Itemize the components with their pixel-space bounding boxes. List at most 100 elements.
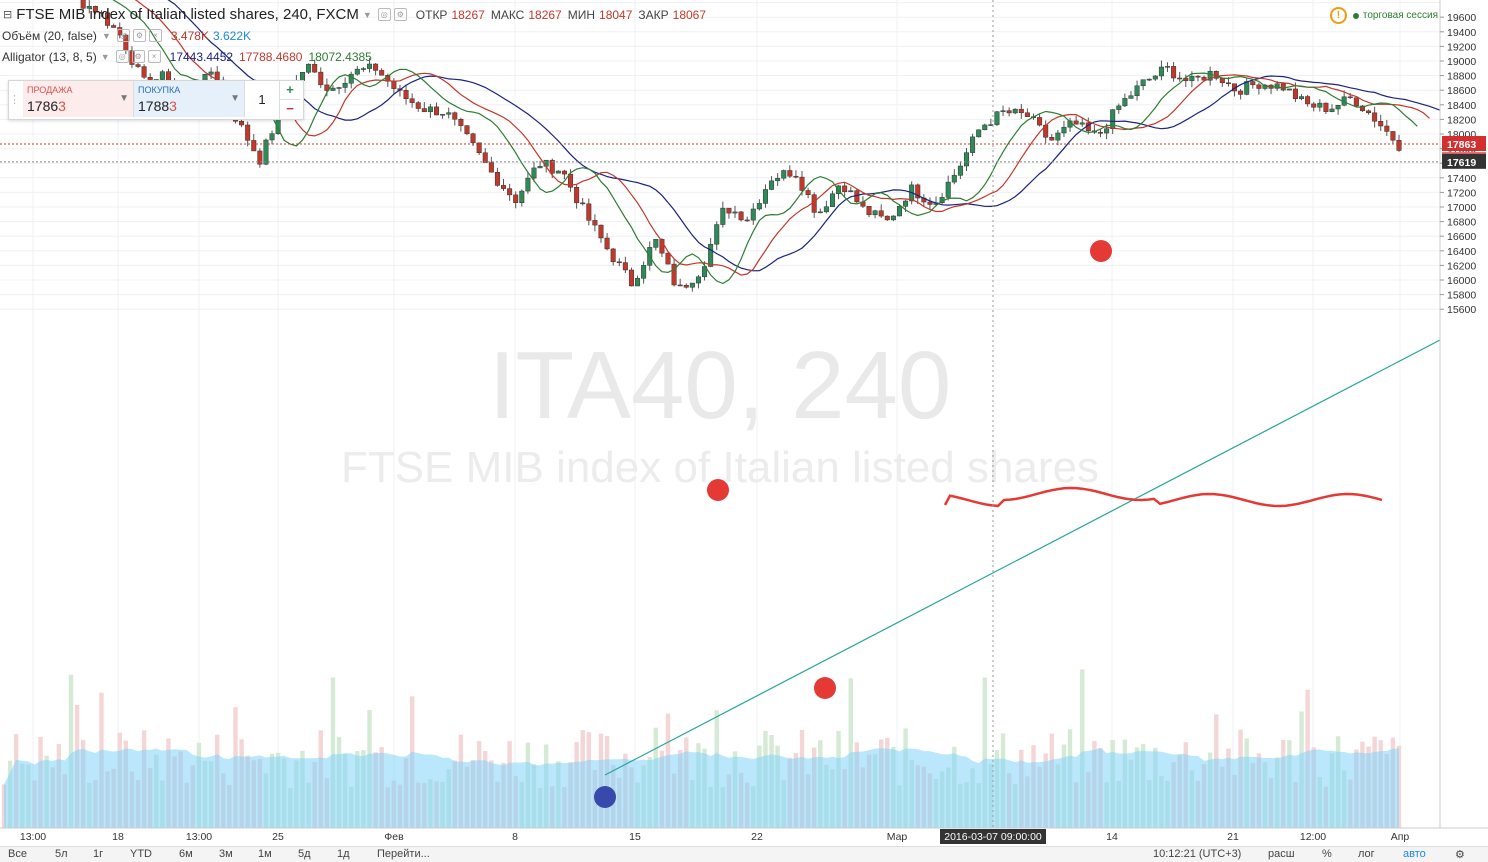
symbol-title[interactable]: FTSE MIB index of Italian listed shares,…	[16, 6, 359, 23]
legend: ⊟ FTSE MIB index of Italian listed share…	[0, 4, 706, 67]
range-1m-button[interactable]: 1м	[258, 848, 272, 860]
candle-body	[373, 63, 379, 71]
extended-hours-toggle[interactable]: расш	[1268, 848, 1295, 860]
candle-body	[1305, 96, 1311, 105]
range-5d-button[interactable]: 5д	[298, 848, 311, 860]
chevron-down-icon[interactable]: ▼	[119, 93, 129, 104]
candle-body	[1006, 110, 1012, 114]
last-price-label: 17863	[1447, 139, 1476, 151]
last-price-badge	[1442, 136, 1486, 152]
candle-body	[208, 71, 214, 75]
candle-body	[403, 90, 409, 99]
quantity-input[interactable]: 1	[245, 81, 280, 119]
candle-body	[945, 181, 951, 198]
clock-time: 10:12:21 (UTC+3)	[1153, 848, 1242, 860]
price-tick-label: 17400	[1447, 173, 1476, 185]
alligator-label[interactable]: Alligator (13, 8, 5)	[2, 49, 97, 64]
range-3m-button[interactable]: 3м	[219, 848, 233, 860]
chevron-down-icon[interactable]: ▼	[100, 51, 110, 62]
close-icon[interactable]: ×	[147, 50, 161, 63]
close-value: 18067	[672, 7, 707, 22]
candle-body	[507, 188, 513, 196]
volume-value-2: 3.622K	[212, 28, 252, 43]
candle-body	[1134, 85, 1140, 96]
candle-body	[1177, 77, 1183, 80]
eye-icon[interactable]: ◎	[377, 8, 391, 21]
candle-body	[348, 73, 354, 84]
volume-bar	[68, 674, 74, 828]
candle-body	[915, 184, 921, 199]
percent-scale-toggle[interactable]: %	[1322, 848, 1332, 860]
gear-icon[interactable]: ⚙	[1455, 849, 1465, 861]
collapse-icon[interactable]: ⊟	[3, 8, 13, 21]
candle-body	[1073, 120, 1079, 125]
candle-body	[720, 207, 726, 225]
candle-body	[805, 190, 811, 195]
level-badge	[1442, 153, 1486, 169]
candle-body	[994, 111, 1000, 125]
volume-bar	[330, 677, 336, 828]
candle-body	[1024, 112, 1030, 117]
price-tick-label: 18800	[1447, 71, 1476, 83]
candle-body	[1366, 110, 1372, 114]
candle-body	[1018, 108, 1024, 114]
candle-body	[1238, 90, 1244, 95]
candle-body	[519, 190, 525, 203]
range-ytd-button[interactable]: YTD	[130, 848, 152, 860]
candle-body	[86, 6, 92, 9]
marker-red-circle	[814, 677, 836, 699]
candle-body	[1165, 66, 1171, 68]
candle-body	[513, 194, 519, 203]
buy-button[interactable]: ПОКУПКА 17883 ▼	[134, 81, 245, 117]
range-5y-button[interactable]: 5л	[55, 848, 68, 860]
range-1y-button[interactable]: 1г	[93, 848, 104, 860]
volume-label[interactable]: Объём (20, false)	[2, 28, 97, 43]
range-1d-button[interactable]: 1д	[337, 848, 350, 860]
price-tick-label: 18400	[1447, 100, 1476, 112]
settings-icon[interactable]: ⚙	[132, 29, 146, 42]
plus-icon[interactable]: +	[280, 81, 300, 100]
time-tick-label: 22	[751, 831, 763, 843]
volume-row: Объём (20, false) ▼ ◎ ⚙ × 3.478K 3.622K	[0, 25, 400, 46]
candle-body	[1128, 95, 1134, 99]
warning-icon[interactable]: !	[1329, 7, 1347, 24]
chevron-down-icon[interactable]: ▼	[230, 93, 240, 104]
candle-body	[598, 224, 604, 239]
candle-body	[482, 152, 488, 163]
candle-body	[1250, 81, 1256, 86]
auto-scale-toggle[interactable]: авто	[1403, 848, 1426, 860]
eye-icon[interactable]: ◎	[115, 50, 129, 63]
range-all-button[interactable]: Все	[8, 848, 27, 860]
chevron-down-icon[interactable]: ▼	[362, 9, 372, 20]
candle-body	[799, 176, 805, 191]
candle-body	[440, 114, 446, 116]
log-scale-toggle[interactable]: лог	[1358, 848, 1375, 860]
price-tick-label: 19000	[1447, 56, 1476, 68]
candle-body	[1359, 105, 1365, 112]
session-status: ! торговая сессия	[1329, 7, 1438, 24]
candle-body	[1140, 79, 1146, 87]
candle-body	[330, 87, 336, 91]
sell-button[interactable]: ПРОДАЖА 17863 ▼	[23, 81, 134, 117]
close-icon[interactable]: ×	[148, 29, 162, 42]
time-tick-label: 25	[272, 831, 284, 843]
range-6m-button[interactable]: 6м	[179, 848, 193, 860]
candle-body	[1280, 83, 1286, 91]
drag-handle-icon[interactable]: ⋮⋮	[9, 94, 31, 106]
eye-icon[interactable]: ◎	[116, 29, 130, 42]
status-dot-icon	[1352, 12, 1359, 19]
candle-body	[641, 265, 647, 279]
candle-body	[415, 102, 421, 109]
chevron-down-icon[interactable]: ▼	[102, 30, 111, 41]
goto-date-button[interactable]: Перейти...	[377, 848, 430, 860]
candle-body	[1384, 125, 1390, 132]
candle-body	[1152, 75, 1158, 80]
candle-body	[342, 82, 348, 88]
price-tick-label: 16800	[1447, 217, 1476, 229]
candle-body	[884, 215, 890, 221]
candle-body	[391, 81, 397, 89]
settings-icon[interactable]: ⚙	[131, 50, 145, 63]
minus-icon[interactable]: −	[286, 101, 294, 116]
settings-icon[interactable]: ⚙	[393, 8, 407, 21]
